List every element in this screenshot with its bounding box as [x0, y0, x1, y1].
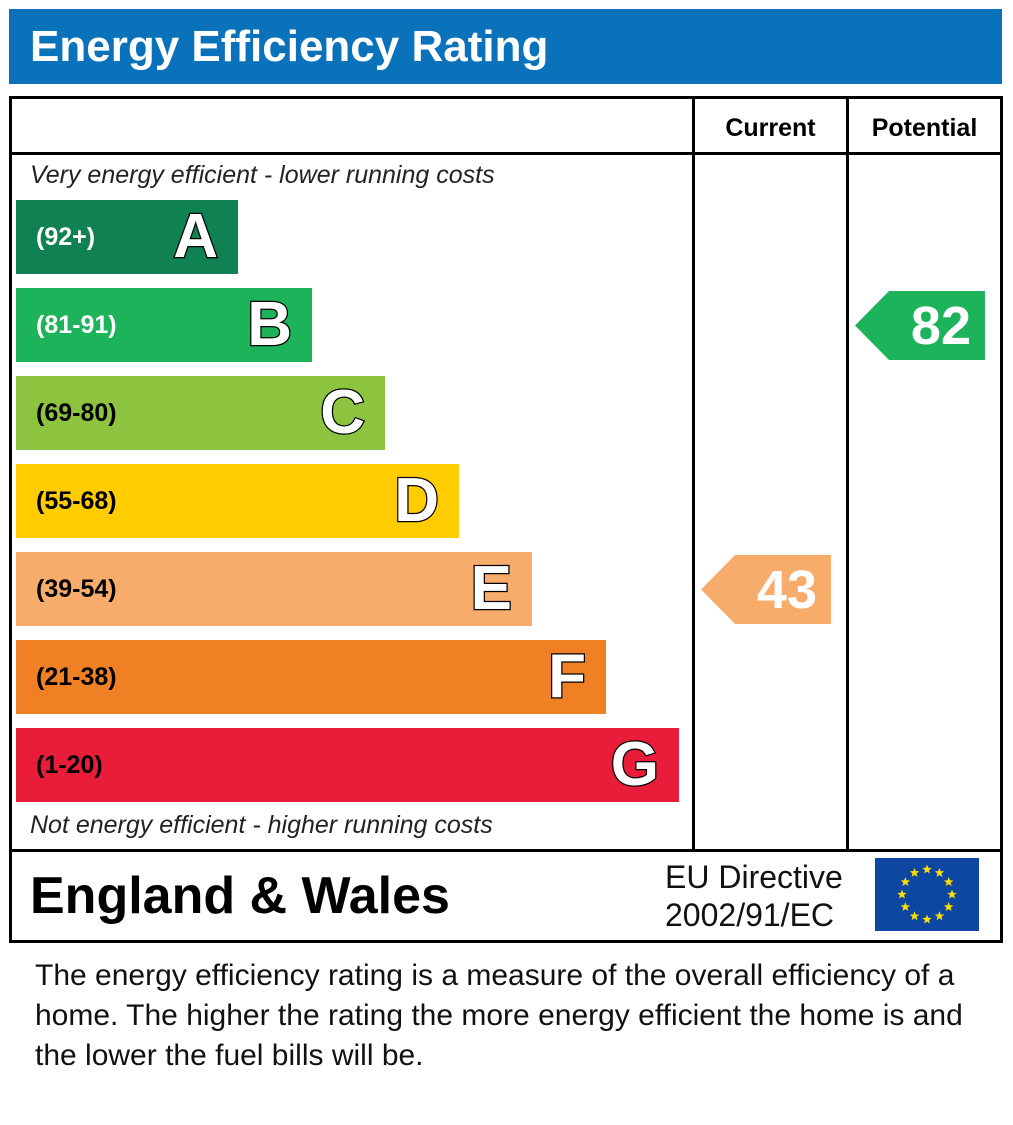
current-rating-arrow: 43 — [701, 554, 831, 624]
band-range-label: (39-54) — [36, 575, 117, 603]
star-icon — [943, 877, 954, 887]
band-e: (39-54) E — [16, 552, 532, 626]
band-letter: B — [246, 290, 293, 359]
footer-divider — [12, 849, 1000, 852]
directive-line-1: EU Directive — [665, 859, 843, 895]
band-c: (69-80) C — [16, 376, 385, 450]
band-range-label: (69-80) — [36, 399, 117, 427]
header-divider — [12, 152, 1000, 155]
band-range-label: (92+) — [36, 223, 96, 251]
potential-rating-value: 82 — [910, 295, 971, 356]
band-g: (1-20) G — [16, 728, 679, 802]
star-icon — [934, 867, 945, 877]
eu-flag-icon — [875, 858, 979, 931]
column-potential: Potential — [871, 114, 978, 142]
star-icon — [922, 914, 932, 924]
star-icon — [943, 902, 954, 912]
divider-current — [692, 99, 695, 852]
star-icon — [909, 911, 920, 921]
star-icon — [947, 889, 957, 899]
band-a: (92+) A — [16, 200, 238, 274]
star-icon — [897, 889, 907, 899]
column-current: Current — [725, 114, 816, 142]
eu-directive: EU Directive 2002/91/EC — [665, 858, 843, 934]
band-letter: A — [172, 202, 219, 271]
band-d: (55-68) D — [16, 464, 459, 538]
band-letter: D — [393, 466, 440, 535]
eu-flag-stars — [897, 864, 957, 924]
band-range-label: (1-20) — [36, 751, 103, 779]
star-icon — [900, 877, 911, 887]
region-label: England & Wales — [30, 867, 450, 925]
star-icon — [909, 867, 920, 877]
band-letter: E — [469, 554, 513, 623]
title-banner: Energy Efficiency Rating — [9, 9, 1002, 84]
divider-potential — [846, 99, 849, 852]
current-rating-value: 43 — [756, 559, 817, 620]
band-range-label: (21-38) — [36, 663, 117, 691]
band-b: (81-91) B — [16, 288, 312, 362]
band-letter: F — [547, 642, 587, 711]
band-range-label: (55-68) — [36, 487, 117, 515]
band-f: (21-38) F — [16, 640, 606, 714]
band-letter: C — [319, 378, 366, 447]
star-icon — [934, 911, 945, 921]
potential-arrow-shape — [855, 290, 985, 360]
band-letter: G — [610, 730, 661, 799]
current-arrow-shape — [701, 554, 831, 624]
description-text: The energy efficiency rating is a measur… — [35, 959, 963, 1072]
note-efficient: Very energy efficient - lower running co… — [30, 161, 495, 189]
potential-rating-arrow: 82 — [855, 290, 985, 360]
page-title: Energy Efficiency Rating — [30, 22, 549, 71]
band-range-label: (81-91) — [36, 311, 117, 339]
rating-table: Current Potential Very energy efficient … — [9, 96, 1003, 943]
directive-line-2: 2002/91/EC — [665, 897, 835, 933]
note-inefficient: Not energy efficient - higher running co… — [30, 811, 493, 839]
star-icon — [922, 864, 932, 874]
star-icon — [900, 902, 911, 912]
